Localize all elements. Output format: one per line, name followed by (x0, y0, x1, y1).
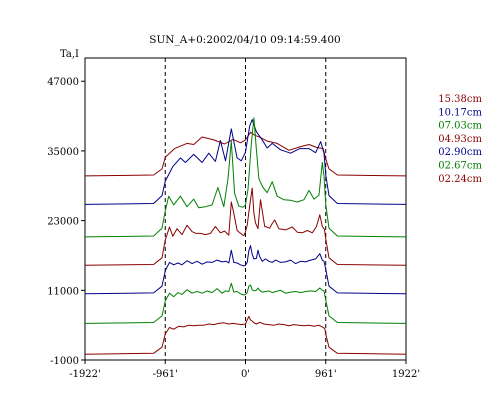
y-tick-label: -1000 (50, 356, 79, 367)
x-tick-label: -961' (153, 369, 178, 380)
series-lines (84, 117, 407, 355)
y-tick-label: 23000 (47, 217, 79, 228)
y-axis-label: Ta,I (60, 49, 79, 60)
x-tick-label: 961' (315, 369, 337, 380)
chart-title: SUN_A+0:2002/04/10 09:14:59.400 (149, 34, 340, 46)
series-line (84, 245, 407, 295)
y-tick-label: 47000 (47, 77, 79, 88)
reference-lines (164, 58, 327, 360)
series-line (84, 119, 407, 205)
series-line (84, 117, 407, 238)
legend-item: 02.90cm (438, 147, 482, 158)
series-line (84, 315, 407, 355)
x-tick-label: 0' (241, 369, 250, 380)
x-tick-label: -1922' (69, 369, 101, 380)
legend: 15.38cm 10.17cm 07.03cm 04.93cm 02.90cm 02.67… (438, 94, 482, 185)
series-line (84, 282, 407, 324)
y-tick-label: 11000 (47, 286, 79, 297)
x-axis-ticks: -1922' -961' 0' 961' 1922' (69, 360, 420, 380)
legend-item: 04.93cm (438, 134, 482, 145)
x-tick-label: 1922' (392, 369, 420, 380)
y-axis-ticks: 47000 35000 23000 11000 -1000 (47, 77, 85, 367)
y-tick-label: 35000 (47, 147, 79, 158)
series-line (84, 187, 407, 266)
legend-item: 02.67cm (438, 161, 482, 172)
legend-item: 10.17cm (438, 107, 482, 118)
legend-item: 07.03cm (438, 121, 482, 132)
legend-item: 02.24cm (438, 174, 482, 185)
series-line (84, 131, 407, 177)
legend-item: 15.38cm (438, 94, 482, 105)
